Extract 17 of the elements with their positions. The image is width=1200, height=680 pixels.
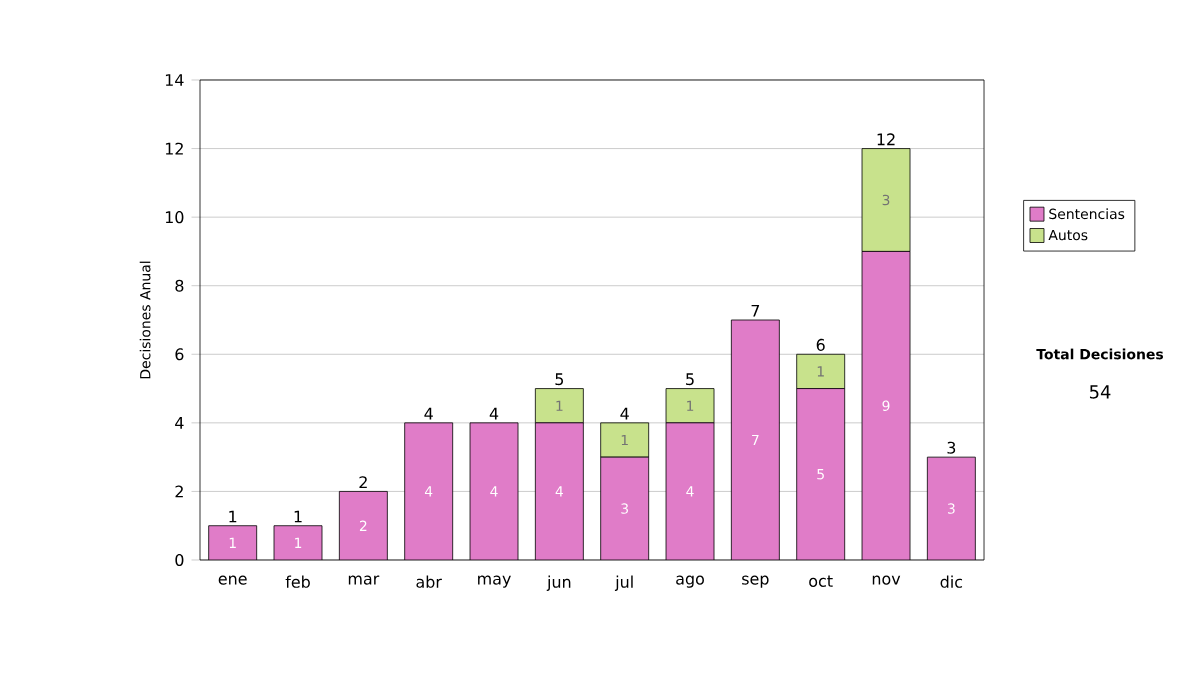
- bar: [274, 525, 323, 560]
- bar: [470, 422, 519, 560]
- bar: [339, 491, 388, 560]
- bar: [926, 456, 976, 560]
- bar: [796, 388, 845, 560]
- bar: [796, 353, 846, 389]
- bar: [862, 251, 911, 560]
- bar: [665, 388, 715, 424]
- bar: [208, 525, 257, 560]
- text: 54: [1089, 385, 1111, 399]
- bar: [731, 320, 780, 560]
- bar: [404, 422, 453, 560]
- bar: [600, 422, 650, 458]
- bar: [666, 422, 715, 560]
- bar: [534, 388, 584, 424]
- bar: [600, 457, 649, 560]
- bar: [535, 422, 584, 560]
